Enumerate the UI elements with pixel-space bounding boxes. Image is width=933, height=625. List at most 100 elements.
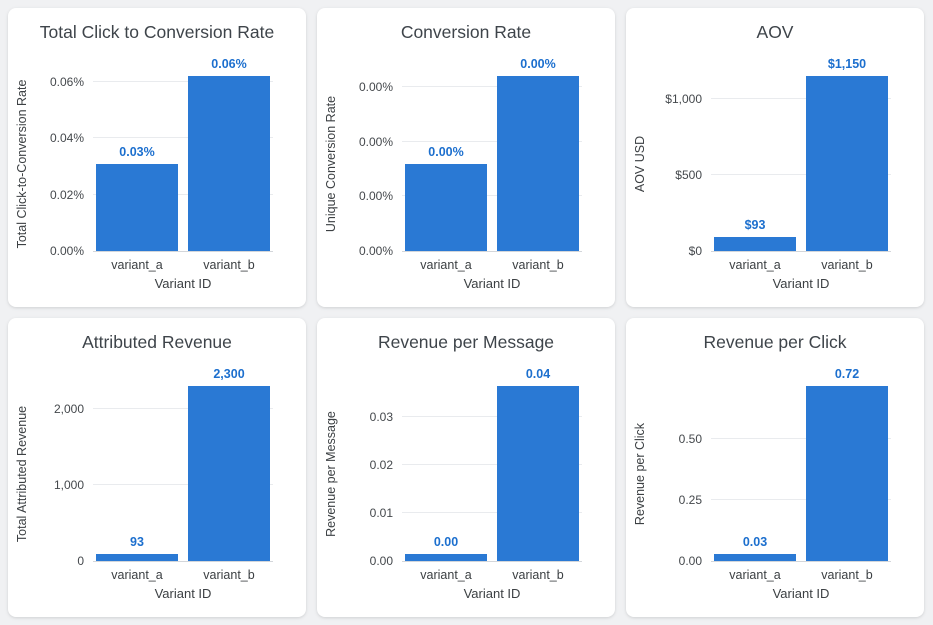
y-tick-label: 0.00% (49, 244, 84, 258)
gridline (402, 464, 582, 466)
y-axis-title: Unique Conversion Rate (324, 95, 338, 233)
bar-variant_a[interactable] (96, 553, 178, 561)
gridline (402, 416, 582, 418)
bar-variant_b[interactable] (497, 386, 579, 561)
gridline (402, 195, 582, 197)
gridline (711, 173, 891, 175)
y-tick-label: 0.02% (49, 187, 84, 202)
bar-slot-variant_b: 0.72 variant_b (806, 367, 888, 582)
bar-slot-variant_b: $1,150 variant_b (806, 57, 888, 272)
x-axis-title: Variant ID (154, 276, 212, 291)
y-axis-title: Total Attributed Revenue (15, 405, 29, 543)
x-category-label: variant_b (512, 258, 564, 272)
plot-area: $0 $500 $1,000 $93 variant_a $1,150 variant_b (665, 57, 891, 272)
y-tick-label: 0.03 (369, 410, 393, 425)
y-tick-label: $0 (688, 244, 702, 258)
bars-container: 0.00 variant_a 0.04 variant_b (402, 367, 582, 582)
y-tick-label: 0.01 (369, 506, 393, 521)
bar-slot-variant_a: 93 variant_a (96, 386, 178, 582)
bar-value-label: 0.04 (525, 367, 551, 381)
bar-variant_a[interactable] (96, 163, 178, 251)
bar-variant_a[interactable] (405, 553, 487, 561)
x-category-label: variant_a (420, 568, 472, 582)
bar-variant_a[interactable] (714, 236, 796, 251)
y-tick-label: 0.50 (678, 432, 702, 447)
gridline (402, 140, 582, 142)
x-category-label: variant_a (111, 258, 163, 272)
plot-area: 0.00% 0.00% 0.00% 0.00% 0.00% variant_a 0.00% v… (359, 57, 582, 272)
bars-container: 93 variant_a 2,300 variant_b (93, 367, 273, 582)
bar-slot-variant_b: 0.00% variant_b (497, 57, 579, 272)
bar-value-label: 93 (130, 534, 144, 549)
bar-slot-variant_b: 0.06% variant_b (188, 57, 270, 272)
y-tick-label: 0.00% (358, 134, 393, 149)
x-category-label: variant_b (512, 568, 564, 582)
bars-container: $93 variant_a $1,150 variant_b (711, 57, 891, 272)
plot-area: 0.00 0.25 0.50 0.03 variant_a 0.72 variant_b (679, 367, 891, 582)
bar-variant_b[interactable] (188, 76, 270, 251)
gridline (93, 193, 273, 195)
x-category-label: variant_b (203, 258, 255, 272)
chart-card-aov: AOV AOV USD $0 $500 $1,000 $93 variant_a $1,1… (626, 8, 924, 307)
x-category-label: variant_a (111, 568, 163, 582)
bar-value-label: 0.00% (520, 57, 556, 71)
y-tick-label: 0.25 (678, 493, 702, 508)
chart-title: Total Click to Conversion Rate (39, 22, 275, 42)
plot-area: 0.00 0.01 0.02 0.03 0.00 variant_a 0.04 variant… (370, 367, 582, 582)
bars-container: 0.03% variant_a 0.06% variant_b (93, 57, 273, 272)
y-tick-label: 1,000 (53, 477, 84, 492)
y-tick-label: $1,000 (665, 91, 702, 106)
chart-title: Revenue per Message (377, 332, 555, 352)
chart-card-conversion-rate: Conversion Rate Unique Conversion Rate 0… (317, 8, 615, 307)
chart-card-attributed-revenue: Attributed Revenue Total Attributed Reve… (8, 318, 306, 617)
bar-slot-variant_a: 0.00 variant_a (405, 386, 487, 582)
y-tick-label: 2,000 (53, 401, 84, 416)
bar-value-label: 0.72 (834, 367, 860, 381)
bar-slot-variant_a: 0.00% variant_a (405, 76, 487, 272)
bar-slot-variant_b: 0.04 variant_b (497, 367, 579, 582)
y-tick-label: 0.00 (369, 554, 393, 568)
chart-card-revenue-per-message: Revenue per Message Revenue per Message … (317, 318, 615, 617)
x-category-label: variant_b (203, 568, 255, 582)
bar-slot-variant_b: 2,300 variant_b (188, 367, 270, 582)
bar-variant_b[interactable] (806, 76, 888, 251)
x-category-label: variant_b (821, 258, 873, 272)
y-tick-label: 0.00% (358, 189, 393, 204)
y-tick-label: 0.04% (49, 131, 84, 146)
gridline (402, 512, 582, 514)
bar-variant_a[interactable] (714, 553, 796, 561)
chart-card-revenue-per-click: Revenue per Click Revenue per Click 0.00… (626, 318, 924, 617)
chart-title: Revenue per Click (703, 332, 847, 352)
x-axis-title: Variant ID (463, 586, 521, 601)
gridline (711, 499, 891, 501)
bar-variant_a[interactable] (405, 163, 487, 251)
chart-title: Conversion Rate (400, 22, 532, 42)
x-category-label: variant_b (821, 568, 873, 582)
bar-value-label: 0.03% (119, 144, 155, 159)
x-axis-title: Variant ID (772, 276, 830, 291)
gridline (93, 483, 273, 485)
plot-area: 0.00% 0.02% 0.04% 0.06% 0.03% variant_a 0.06% v… (50, 57, 273, 272)
gridline (93, 80, 273, 82)
gridline (402, 85, 582, 87)
bar-value-label: 0.00% (428, 144, 464, 159)
chart-title: AOV (756, 22, 794, 42)
plot-area: 0 1,000 2,000 93 variant_a 2,300 variant_b (54, 367, 273, 582)
chart-card-total-click-to-conversion-rate: Total Click to Conversion Rate Total Cli… (8, 8, 306, 307)
y-tick-label: 0.00% (358, 244, 393, 258)
bar-slot-variant_a: $93 variant_a (714, 76, 796, 272)
y-tick-label: 0.00% (358, 79, 393, 94)
x-category-label: variant_a (729, 568, 781, 582)
bar-variant_b[interactable] (188, 386, 270, 561)
bar-variant_b[interactable] (806, 386, 888, 561)
bar-value-label: 0.03 (742, 534, 768, 549)
gridline (93, 137, 273, 139)
x-axis-title: Variant ID (463, 276, 521, 291)
gridline (711, 97, 891, 99)
y-tick-label: 0.00 (678, 554, 702, 568)
x-category-label: variant_a (420, 258, 472, 272)
bar-value-label: $93 (744, 217, 766, 232)
chart-title: Attributed Revenue (82, 332, 232, 352)
bar-variant_b[interactable] (497, 76, 579, 251)
